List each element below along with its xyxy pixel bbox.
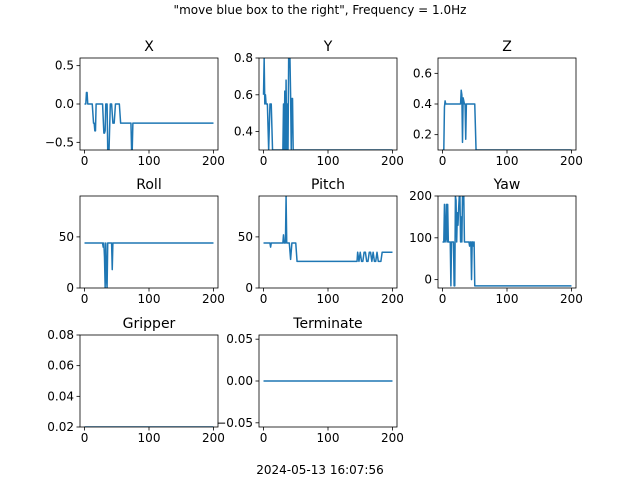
x-tick-label: 100 — [138, 431, 161, 445]
y-tick-label: 0.4 — [413, 97, 432, 111]
x-tick-label: 200 — [381, 431, 404, 445]
x-tick-label: 100 — [317, 154, 340, 168]
x-tick-label: 100 — [496, 292, 519, 306]
axes-frame-y — [258, 57, 398, 151]
x-tick-label: 0 — [260, 154, 268, 168]
subplot-title-gripper: Gripper — [123, 316, 176, 332]
y-tick-label: 0.02 — [47, 420, 74, 434]
subplot-pitch: Pitch 0 100 200 0 50 — [238, 177, 404, 306]
y-tick-label: 0.5 — [55, 59, 74, 73]
y-tick-label: 0 — [245, 281, 253, 295]
subplot-title-z: Z — [502, 39, 512, 55]
y-tick-label: 0.05 — [226, 332, 253, 346]
axes-frame-gripper — [79, 334, 219, 428]
y-tick-label: 0.6 — [234, 88, 253, 102]
x-tick-label: 0 — [81, 292, 89, 306]
subplot-title-roll: Roll — [136, 177, 161, 193]
subplot-z: Z 0 100 200 0.2 0.4 0.6 — [413, 39, 583, 168]
subplot-x: X 0 100 200 −0.5 0.0 0.5 — [45, 39, 225, 168]
axes-frame-pitch — [258, 195, 398, 289]
subplot-gripper: Gripper 0 100 200 0.02 0.04 0.06 0.08 — [47, 316, 225, 445]
series-line-y — [262, 58, 393, 150]
y-tick-label: 0.04 — [47, 389, 74, 403]
figure-footer-timestamp: 2024-05-13 16:07:56 — [256, 463, 383, 477]
series-line-x — [84, 91, 214, 150]
y-tick-label: 0.0 — [55, 97, 74, 111]
y-tick-label: 0.06 — [47, 359, 74, 373]
y-tick-label: 50 — [59, 230, 74, 244]
subplot-title-y: Y — [323, 39, 333, 55]
x-tick-label: 200 — [560, 292, 583, 306]
y-tick-label: 200 — [409, 189, 432, 203]
subplot-title-yaw: Yaw — [493, 177, 521, 193]
y-tick-label: 0 — [424, 273, 432, 287]
x-tick-label: 0 — [439, 154, 447, 168]
x-tick-label: 100 — [496, 154, 519, 168]
x-tick-label: 100 — [138, 292, 161, 306]
x-tick-label: 200 — [202, 292, 225, 306]
subplot-title-x: X — [144, 39, 154, 55]
x-tick-label: 200 — [560, 154, 583, 168]
x-tick-label: 200 — [381, 292, 404, 306]
axes-frame-roll — [79, 195, 219, 289]
series-line-z — [442, 89, 572, 150]
series-line-pitch — [263, 196, 393, 263]
x-tick-label: 0 — [260, 431, 268, 445]
y-tick-label: 50 — [238, 230, 253, 244]
x-tick-label: 100 — [138, 154, 161, 168]
subplot-y: Y 0 100 200 0.4 0.6 0.8 — [234, 39, 404, 168]
x-tick-label: 100 — [317, 431, 340, 445]
x-tick-label: 100 — [317, 292, 340, 306]
subplot-title-pitch: Pitch — [311, 177, 345, 193]
x-tick-label: 0 — [81, 154, 89, 168]
series-line-roll — [84, 242, 214, 288]
y-tick-label: 0.08 — [47, 328, 74, 342]
series-line-yaw — [442, 196, 572, 287]
y-tick-label: 0.2 — [413, 128, 432, 142]
y-tick-label: 0 — [66, 281, 74, 295]
y-tick-label: 100 — [409, 231, 432, 245]
y-tick-label: 0.4 — [234, 125, 253, 139]
y-tick-label: −0.05 — [216, 416, 253, 430]
subplot-terminate: Terminate 0 100 200 −0.05 0.00 0.05 — [216, 316, 404, 445]
x-tick-label: 0 — [439, 292, 447, 306]
figure-title: "move blue box to the right", Frequency … — [174, 3, 467, 17]
subplot-title-terminate: Terminate — [292, 316, 362, 332]
subplot-grid: X 0 100 200 −0.5 0.0 0.5 Y 0 100 200 0.4 0.6 0.8 Z 0 100… — [45, 39, 583, 445]
y-tick-label: 0.00 — [226, 374, 253, 388]
x-tick-label: 200 — [202, 431, 225, 445]
x-tick-label: 200 — [381, 154, 404, 168]
subplot-roll: Roll 0 100 200 0 50 — [59, 177, 225, 306]
y-tick-label: 0.6 — [413, 66, 432, 80]
y-tick-label: 0.8 — [234, 51, 253, 65]
y-tick-label: −0.5 — [45, 135, 74, 149]
subplot-yaw: Yaw 0 100 200 0 100 200 — [409, 177, 583, 306]
x-tick-label: 0 — [260, 292, 268, 306]
x-tick-label: 200 — [202, 154, 225, 168]
x-tick-label: 0 — [81, 431, 89, 445]
